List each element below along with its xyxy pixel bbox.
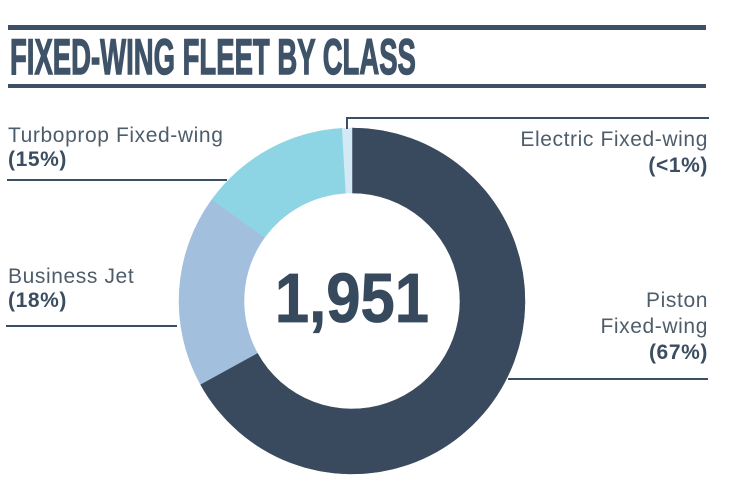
electric-leader-line xyxy=(346,117,709,119)
business-jet-percent: (18%) xyxy=(8,289,68,312)
electric-callout: Electric Fixed-wing (<1%) xyxy=(520,127,708,179)
piston-label-line2: Fixed-wing xyxy=(600,315,708,338)
piston-leader-line xyxy=(508,378,708,380)
business-jet-callout: Business Jet (18%) xyxy=(8,265,134,313)
electric-leader-tick xyxy=(346,117,348,129)
turboprop-percent: (15%) xyxy=(8,148,68,171)
business-jet-leader-line xyxy=(6,325,177,327)
piston-callout: Piston Fixed-wing (67%) xyxy=(600,288,708,366)
title-top-rule xyxy=(8,25,706,30)
turboprop-label: Turboprop Fixed-wing xyxy=(8,124,224,147)
piston-percent: (67%) xyxy=(648,341,708,364)
slice-electric-fixed-wing xyxy=(341,127,353,194)
turboprop-leader-line xyxy=(7,179,227,181)
slice-piston-fixed-wing xyxy=(200,127,526,475)
turboprop-callout: Turboprop Fixed-wing (15%) xyxy=(8,124,223,172)
piston-label-line1: Piston xyxy=(646,289,708,312)
title-bottom-rule xyxy=(8,84,706,88)
business-jet-label: Business Jet xyxy=(8,265,135,288)
electric-percent: (<1%) xyxy=(648,154,708,177)
page-title: FIXED-WING FLEET BY CLASS xyxy=(10,29,417,85)
donut-center-total: 1,951 xyxy=(274,259,430,337)
electric-label: Electric Fixed-wing xyxy=(520,128,708,151)
